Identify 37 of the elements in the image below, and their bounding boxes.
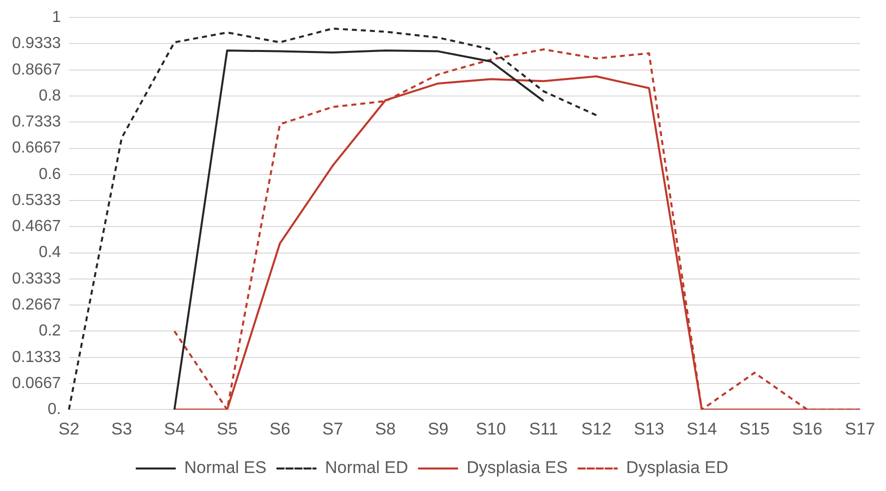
y-tick-label: 0.0667 xyxy=(12,374,62,392)
line-series xyxy=(68,28,598,410)
y-tick-label: 0.9333 xyxy=(12,35,62,52)
x-tick-label: S6 xyxy=(269,419,290,438)
x-tick-label: S5 xyxy=(216,419,238,438)
y-tick-label: 0.2667 xyxy=(12,296,62,314)
x-tick-label: S3 xyxy=(111,419,132,438)
y-tick-label: 0.8667 xyxy=(12,61,62,78)
legend-label: Dysplasia ES xyxy=(466,458,568,478)
y-tick-label: 0.5333 xyxy=(12,192,62,209)
legend-label: Normal ES xyxy=(184,458,266,478)
x-tick-label: S16 xyxy=(792,419,822,438)
y-tick-label: 0.1333 xyxy=(12,348,62,366)
x-tick-label: S9 xyxy=(428,419,448,438)
x-tick-label: S12 xyxy=(581,419,612,438)
x-tick-label: S4 xyxy=(164,419,185,438)
x-tick-label: S11 xyxy=(529,419,558,438)
y-tick-label: 0.6 xyxy=(38,166,62,183)
y-tick-label: 0.4667 xyxy=(12,218,62,236)
x-tick-label: S2 xyxy=(58,419,80,438)
x-tick-label: S7 xyxy=(322,419,344,438)
y-tick-label: 0.4 xyxy=(38,244,62,262)
y-tick-label: 1 xyxy=(52,9,62,26)
x-tick-label: S8 xyxy=(374,419,396,438)
x-tick-label: S15 xyxy=(739,419,770,438)
y-tick-label: 0.3333 xyxy=(12,270,62,288)
x-tick-label: S17 xyxy=(844,419,876,438)
legend-label: Dysplasia ED xyxy=(626,458,728,478)
legend-label: Normal ED xyxy=(324,458,408,478)
y-tick-label: 0.2 xyxy=(38,322,62,340)
y-tick-label: 0.6667 xyxy=(12,140,62,157)
x-tick-label: S10 xyxy=(476,419,506,438)
x-tick-label: S13 xyxy=(634,419,664,438)
y-tick-label: 0.7333 xyxy=(12,114,62,131)
x-tick-label: S14 xyxy=(686,419,717,438)
y-tick-label: 0. xyxy=(48,401,61,418)
y-tick-label: 0.8 xyxy=(38,87,62,104)
